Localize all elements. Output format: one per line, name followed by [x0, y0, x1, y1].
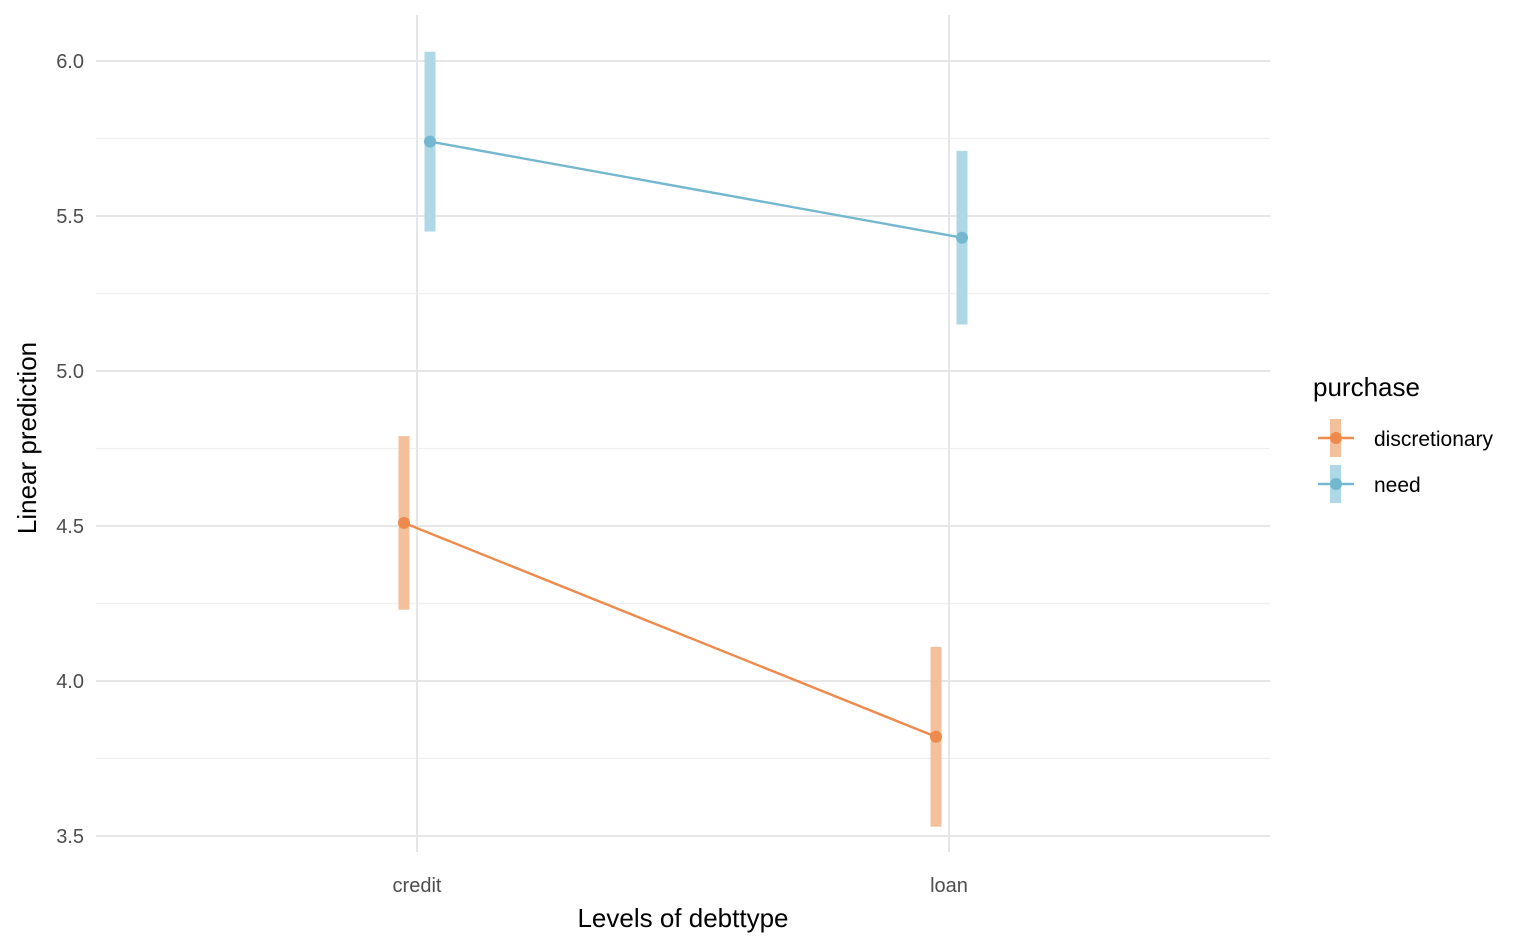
- y-tick-label: 4.5: [56, 516, 84, 538]
- data-point-discretionary: [930, 731, 942, 743]
- x-tick-label: loan: [930, 875, 968, 897]
- minor-gridlines: [96, 139, 1270, 759]
- legend-key-point-need: [1330, 478, 1342, 490]
- legend-label-discretionary: discretionary: [1374, 428, 1494, 451]
- series-line-need: [430, 142, 962, 238]
- y-tick-label: 3.5: [56, 826, 84, 848]
- y-tick-label: 5.0: [56, 361, 84, 383]
- series-points: [398, 136, 968, 743]
- y-tick-label: 6.0: [56, 51, 84, 73]
- legend-label-need: need: [1374, 474, 1421, 497]
- legend-key-point-discretionary: [1330, 432, 1342, 444]
- legend: purchase discretionary need: [1313, 372, 1494, 503]
- y-axis-ticks: 3.5 4.0 4.5 5.0 5.5 6.0: [56, 51, 84, 848]
- data-point-need: [424, 136, 436, 148]
- major-gridlines: [96, 15, 1270, 852]
- x-tick-label: credit: [393, 875, 442, 897]
- series-lines: [404, 142, 962, 737]
- y-tick-label: 4.0: [56, 671, 84, 693]
- y-axis-title: Linear prediction: [12, 342, 42, 534]
- x-axis-ticks: credit loan: [393, 875, 968, 897]
- data-point-discretionary: [398, 517, 410, 529]
- legend-title: purchase: [1313, 372, 1420, 402]
- data-point-need: [956, 232, 968, 244]
- y-tick-label: 5.5: [56, 206, 84, 228]
- x-axis-title: Levels of debttype: [577, 903, 788, 933]
- confidence-intervals: [399, 52, 968, 827]
- series-line-discretionary: [404, 523, 936, 737]
